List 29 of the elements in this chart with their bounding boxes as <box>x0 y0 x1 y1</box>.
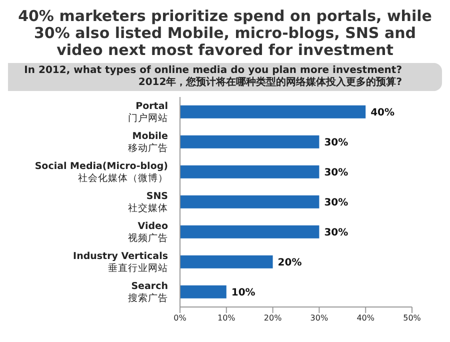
data-label: 20% <box>278 257 302 268</box>
x-tick-label: 40% <box>356 314 375 323</box>
data-label: 30% <box>324 167 348 178</box>
data-label: 40% <box>370 107 395 118</box>
x-tick-label: 0% <box>174 314 187 323</box>
y-tick-label: Social Media(Micro-blog) 社会化媒体（微博） <box>34 161 168 184</box>
chart-title: 40% marketers prioritize spend on portals, while 30% also listed Mobile, micro-blogs, SNS and video next most favored for investment <box>17 7 433 59</box>
bar <box>180 105 366 118</box>
data-label: 30% <box>324 197 348 208</box>
chart-subtitle: In 2012, what types of online media do you plan more investment? 2012年，您预计将在哪种类型的网络媒体投入更多的预算? <box>23 65 402 89</box>
y-tick-label: Search 搜索广告 <box>128 281 168 304</box>
y-tick-label: SNS 社交媒体 <box>128 191 168 214</box>
y-tick-label: Mobile 移动广告 <box>128 131 168 154</box>
data-label: 30% <box>324 227 348 238</box>
bar <box>180 225 320 238</box>
data-label: 10% <box>231 287 256 298</box>
bar <box>180 195 320 208</box>
bar <box>180 285 226 298</box>
bar <box>180 135 320 148</box>
bar <box>180 255 273 268</box>
y-tick-label: Portal 门户网站 <box>128 101 168 124</box>
x-tick-label: 50% <box>403 314 422 323</box>
y-tick-label: Industry Verticals 垂直行业网站 <box>73 251 168 274</box>
x-tick-label: 30% <box>310 314 328 323</box>
y-tick-label: Video 视频广告 <box>128 221 168 244</box>
x-tick-label: 10% <box>218 314 236 323</box>
x-tick-label: 20% <box>264 314 282 323</box>
bar <box>180 165 320 178</box>
data-label: 30% <box>324 137 348 148</box>
